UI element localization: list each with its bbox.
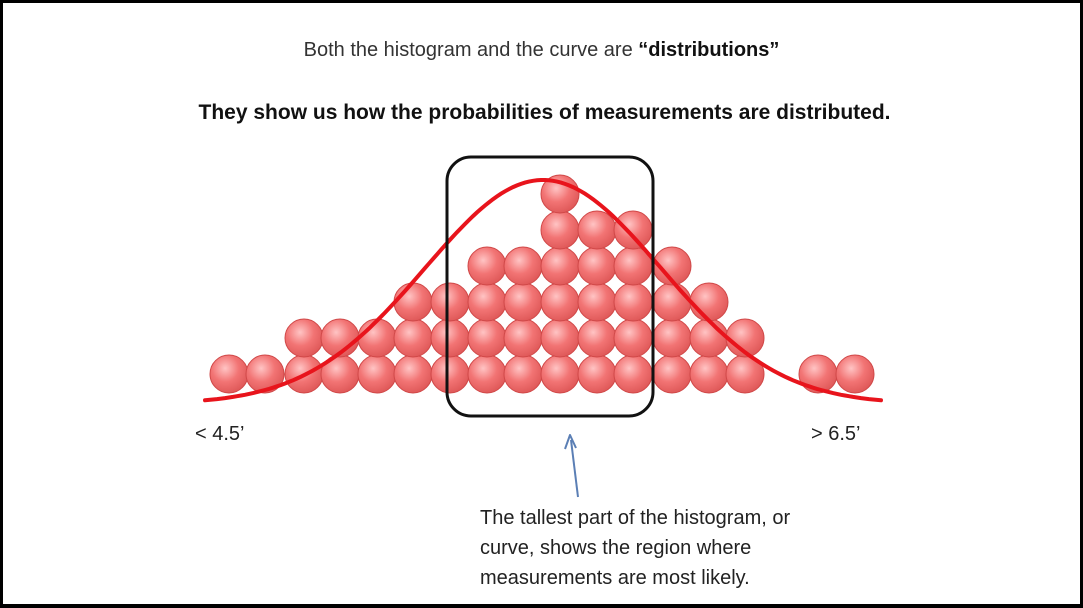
- histogram-ball: [467, 318, 507, 358]
- histogram-ball: [577, 246, 617, 286]
- histogram-ball: [652, 354, 692, 394]
- histogram-ball: [357, 354, 397, 394]
- slide-heading: Both the histogram and the curve are “di…: [3, 39, 1080, 62]
- histogram-ball: [503, 282, 543, 322]
- heading-prefix: Both the histogram and the curve are: [303, 39, 639, 61]
- histogram-ball: [467, 282, 507, 322]
- histogram-ball: [467, 354, 507, 394]
- heading-emphasis: “distributions”: [638, 39, 780, 61]
- histogram-ball: [613, 210, 653, 250]
- normal-curve: [203, 178, 883, 403]
- histogram-ball: [430, 318, 470, 358]
- histogram-ball: [430, 354, 470, 394]
- histogram-ball: [540, 282, 580, 322]
- histogram-ball: [245, 354, 285, 394]
- histogram-ball: [540, 246, 580, 286]
- histogram-ball: [652, 282, 692, 322]
- histogram-balls: [209, 174, 875, 394]
- histogram-ball: [689, 282, 729, 322]
- histogram-ball: [540, 210, 580, 250]
- histogram-ball: [430, 282, 470, 322]
- histogram-ball: [503, 318, 543, 358]
- axis-right-label: > 6.5’: [811, 423, 861, 445]
- histogram-ball: [503, 246, 543, 286]
- histogram-ball: [577, 354, 617, 394]
- pointer-arrow: [564, 434, 579, 498]
- histogram-ball: [503, 354, 543, 394]
- peak-region-box: [445, 155, 655, 418]
- annotation-line-1: The tallest part of the histogram, or: [480, 507, 791, 529]
- histogram-ball: [209, 354, 249, 394]
- arrow-shaft: [570, 439, 579, 498]
- histogram-ball: [284, 318, 324, 358]
- arrow-head: [564, 434, 577, 450]
- histogram-ball: [467, 246, 507, 286]
- annotation-text: The tallest part of the histogram, or cu…: [480, 503, 910, 593]
- histogram-ball: [577, 210, 617, 250]
- annotation-line-2: curve, shows the region where: [480, 537, 752, 559]
- histogram-ball: [613, 354, 653, 394]
- slide: Both the histogram and the curve are “di…: [3, 3, 1080, 604]
- annotation-line-3: measurements are most likely.: [480, 567, 750, 589]
- histogram-ball: [393, 354, 433, 394]
- histogram-ball: [689, 318, 729, 358]
- histogram-ball: [393, 318, 433, 358]
- histogram-ball: [540, 318, 580, 358]
- axis-left-label: < 4.5’: [195, 423, 245, 445]
- histogram-ball: [835, 354, 875, 394]
- histogram-ball: [540, 354, 580, 394]
- distribution-diagram: [203, 155, 883, 498]
- histogram-ball: [357, 318, 397, 358]
- histogram-ball: [652, 318, 692, 358]
- histogram-ball: [613, 282, 653, 322]
- histogram-ball: [577, 318, 617, 358]
- slide-subheading: They show us how the probabilities of me…: [198, 101, 891, 124]
- histogram-ball: [689, 354, 729, 394]
- histogram-ball: [393, 282, 433, 322]
- histogram-ball: [613, 318, 653, 358]
- histogram-ball: [577, 282, 617, 322]
